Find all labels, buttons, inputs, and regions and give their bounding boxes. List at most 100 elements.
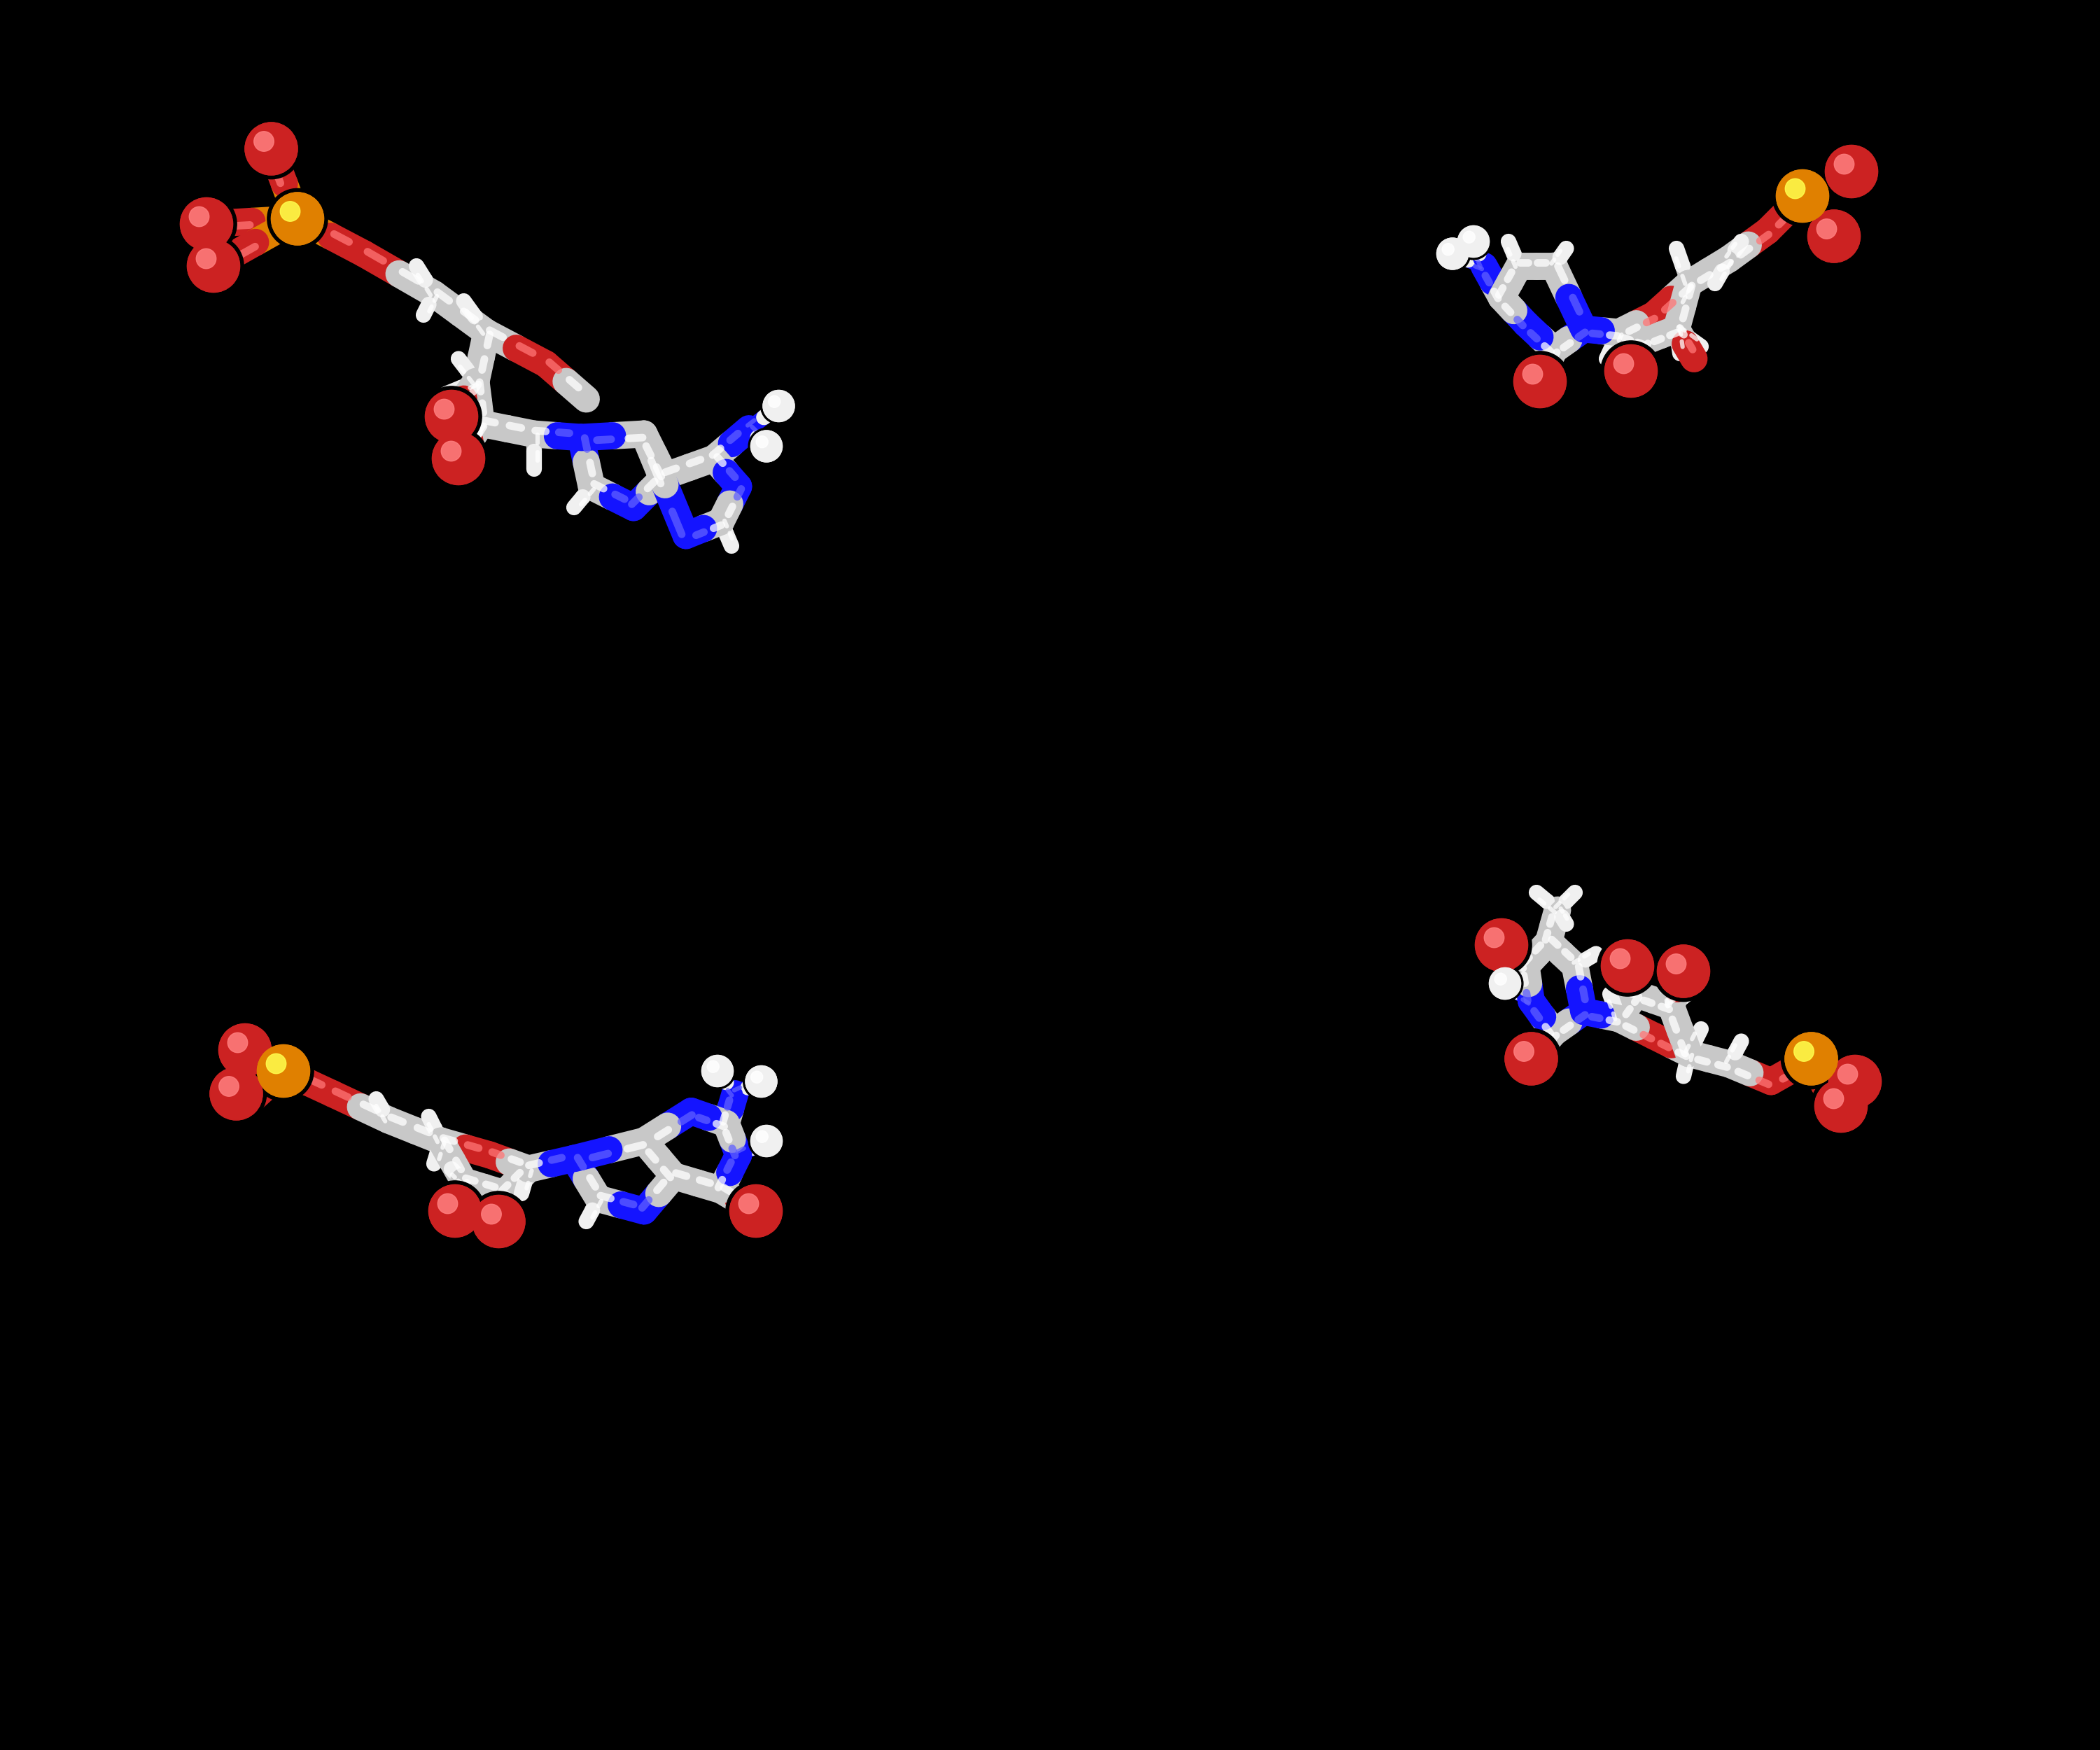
Circle shape — [1485, 927, 1504, 948]
Circle shape — [1825, 1052, 1886, 1111]
Circle shape — [218, 1076, 239, 1096]
Circle shape — [187, 240, 239, 292]
Circle shape — [254, 131, 273, 150]
Circle shape — [1474, 919, 1527, 971]
Circle shape — [435, 399, 454, 418]
Circle shape — [756, 1130, 769, 1143]
Circle shape — [1436, 238, 1468, 270]
Circle shape — [1793, 1041, 1814, 1060]
Circle shape — [218, 1024, 271, 1076]
Circle shape — [210, 1068, 262, 1120]
Circle shape — [1814, 1080, 1867, 1132]
Circle shape — [1600, 940, 1655, 992]
Circle shape — [472, 1195, 525, 1248]
Circle shape — [1495, 973, 1506, 985]
Circle shape — [189, 206, 210, 226]
Circle shape — [241, 119, 302, 178]
Circle shape — [437, 1194, 458, 1214]
Circle shape — [256, 1045, 309, 1097]
Circle shape — [433, 432, 485, 485]
Circle shape — [1514, 355, 1567, 408]
Circle shape — [1821, 142, 1882, 201]
Circle shape — [1611, 948, 1630, 969]
Circle shape — [424, 390, 477, 443]
Circle shape — [1825, 145, 1877, 198]
Circle shape — [708, 1060, 718, 1073]
Circle shape — [428, 1185, 481, 1237]
Circle shape — [176, 194, 237, 254]
Circle shape — [1604, 345, 1657, 397]
Circle shape — [1808, 210, 1861, 262]
Circle shape — [187, 240, 239, 292]
Circle shape — [701, 1055, 733, 1087]
Circle shape — [1816, 219, 1837, 238]
Circle shape — [746, 1066, 777, 1097]
Circle shape — [1823, 1088, 1844, 1110]
Circle shape — [748, 1124, 785, 1158]
Circle shape — [1600, 940, 1655, 992]
Circle shape — [1653, 941, 1714, 1001]
Circle shape — [267, 1054, 286, 1073]
Circle shape — [769, 396, 781, 408]
Circle shape — [433, 432, 485, 485]
Circle shape — [1657, 945, 1709, 997]
Circle shape — [441, 441, 462, 460]
Circle shape — [1829, 1055, 1882, 1108]
Circle shape — [762, 390, 794, 422]
Circle shape — [1514, 355, 1567, 408]
Circle shape — [752, 1125, 781, 1157]
Circle shape — [1522, 364, 1544, 383]
Circle shape — [1489, 968, 1520, 999]
Circle shape — [428, 429, 489, 488]
Circle shape — [1613, 354, 1634, 373]
Circle shape — [1785, 1032, 1837, 1085]
Circle shape — [1781, 1029, 1842, 1088]
Circle shape — [1502, 1029, 1562, 1088]
Circle shape — [752, 430, 781, 462]
Circle shape — [701, 1055, 733, 1087]
Circle shape — [1837, 1064, 1858, 1083]
Circle shape — [739, 1194, 758, 1214]
Circle shape — [1464, 231, 1474, 243]
Circle shape — [481, 1204, 502, 1225]
Circle shape — [468, 1192, 529, 1251]
Circle shape — [1598, 936, 1657, 996]
Circle shape — [279, 201, 300, 220]
Circle shape — [214, 1020, 275, 1080]
Circle shape — [1810, 1076, 1871, 1136]
Circle shape — [760, 388, 796, 424]
Circle shape — [1489, 968, 1520, 999]
Circle shape — [1657, 945, 1709, 997]
Circle shape — [727, 1181, 785, 1241]
Circle shape — [472, 1195, 525, 1248]
Circle shape — [699, 1054, 735, 1088]
Circle shape — [1665, 954, 1686, 973]
Circle shape — [210, 1068, 262, 1120]
Circle shape — [1510, 352, 1571, 411]
Circle shape — [1474, 919, 1527, 971]
Circle shape — [1777, 170, 1829, 222]
Circle shape — [1804, 206, 1865, 266]
Circle shape — [227, 1032, 248, 1052]
Circle shape — [752, 1071, 762, 1083]
Circle shape — [1487, 966, 1522, 1001]
Circle shape — [271, 192, 323, 245]
Circle shape — [1506, 1032, 1558, 1085]
Circle shape — [731, 1185, 781, 1237]
Circle shape — [1434, 236, 1470, 271]
Circle shape — [1436, 238, 1468, 270]
Circle shape — [1514, 1041, 1533, 1060]
Circle shape — [1777, 170, 1829, 222]
Circle shape — [752, 430, 781, 462]
Circle shape — [183, 236, 244, 296]
Circle shape — [195, 248, 216, 268]
Circle shape — [1443, 243, 1453, 255]
Circle shape — [1600, 341, 1661, 401]
Circle shape — [752, 1125, 781, 1157]
Circle shape — [1808, 210, 1861, 262]
Circle shape — [181, 198, 233, 250]
Circle shape — [1825, 145, 1877, 198]
Circle shape — [1455, 224, 1491, 259]
Circle shape — [748, 429, 785, 464]
Circle shape — [267, 189, 328, 248]
